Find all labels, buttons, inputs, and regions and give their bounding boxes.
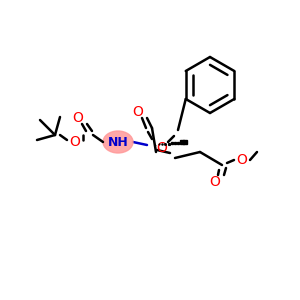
Text: O: O bbox=[73, 111, 83, 125]
Ellipse shape bbox=[103, 131, 133, 153]
Text: O: O bbox=[157, 141, 167, 155]
Text: O: O bbox=[70, 135, 80, 149]
Text: O: O bbox=[133, 105, 143, 119]
Text: O: O bbox=[237, 153, 248, 167]
Text: O: O bbox=[210, 175, 220, 189]
Text: NH: NH bbox=[108, 136, 128, 148]
